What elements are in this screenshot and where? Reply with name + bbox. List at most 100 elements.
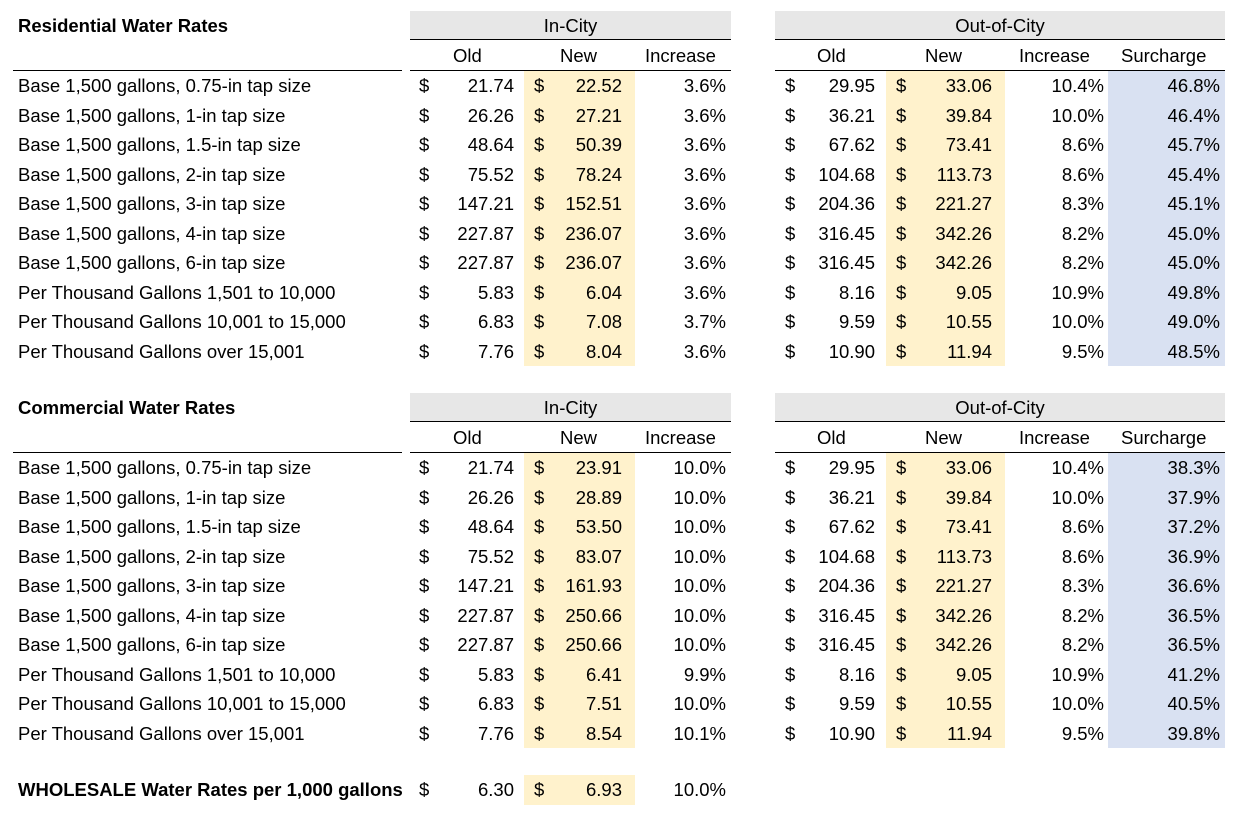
currency-symbol: $ — [419, 193, 430, 214]
wholesale-increase-value: 10.0% — [673, 779, 726, 800]
table-row: Per Thousand Gallons 1,501 to 10,000 $5.8… — [0, 659, 1238, 689]
in-city-increase-value: 3.6% — [683, 193, 726, 214]
surcharge-cell: 36.5% — [1108, 630, 1225, 660]
out-city-new-value: 342.26 — [935, 604, 992, 626]
out-city-new-value: 39.84 — [945, 104, 992, 126]
out-city-increase-value: 10.0% — [1051, 311, 1104, 332]
out-city-old-value: 8.16 — [838, 281, 875, 303]
currency-symbol: $ — [896, 663, 907, 685]
currency-symbol: $ — [785, 134, 796, 155]
in-city-new-cell: $53.50 — [524, 512, 635, 542]
in-city-old-value: 75.52 — [467, 163, 514, 185]
currency-symbol: $ — [419, 663, 430, 685]
out-city-old-value: 36.21 — [828, 486, 875, 508]
currency-symbol: $ — [419, 252, 430, 273]
row-label: Base 1,500 gallons, 3-in tap size — [18, 575, 286, 596]
col-increase-header: Increase — [1019, 45, 1090, 66]
out-city-increase-value: 8.2% — [1061, 222, 1104, 244]
table-row: Per Thousand Gallons over 15,001 $7.76 $8.… — [0, 718, 1238, 748]
out-city-new-cell: $9.05 — [886, 659, 1005, 689]
table-row: Base 1,500 gallons, 0.75-in tap size $21.… — [0, 453, 1238, 483]
in-city-old-value: 5.83 — [477, 663, 514, 685]
out-city-increase-value: 10.0% — [1051, 104, 1104, 126]
table-row: Base 1,500 gallons, 1.5-in tap size $48.6… — [0, 512, 1238, 542]
out-city-new-cell: $39.84 — [886, 482, 1005, 512]
row-label: Base 1,500 gallons, 1.5-in tap size — [18, 516, 301, 537]
in-city-old-value: 75.52 — [467, 545, 514, 567]
surcharge-cell: 36.6% — [1108, 571, 1225, 601]
currency-symbol: $ — [785, 693, 796, 714]
currency-symbol: $ — [419, 604, 430, 626]
currency-symbol: $ — [419, 134, 430, 155]
out-city-old-value: 316.45 — [818, 604, 875, 626]
in-city-increase-value: 10.0% — [673, 693, 726, 714]
currency-symbol: $ — [534, 604, 545, 626]
row-label: Base 1,500 gallons, 3-in tap size — [18, 193, 286, 214]
table-row: Base 1,500 gallons, 4-in tap size $227.87… — [0, 218, 1238, 248]
surcharge-cell: 46.4% — [1108, 100, 1225, 130]
out-city-new-value: 342.26 — [935, 252, 992, 273]
col-old-header: Old — [453, 45, 482, 66]
surcharge-value: 41.2% — [1167, 663, 1220, 685]
currency-symbol: $ — [896, 604, 907, 626]
currency-symbol: $ — [419, 163, 430, 185]
surcharge-value: 45.0% — [1167, 222, 1220, 244]
currency-symbol: $ — [534, 457, 545, 478]
out-city-increase-value: 9.5% — [1061, 722, 1104, 744]
in-city-new-cell: $7.08 — [524, 307, 635, 337]
out-city-increase-value: 8.2% — [1061, 252, 1104, 273]
currency-symbol: $ — [896, 575, 907, 596]
out-city-new-value: 33.06 — [945, 457, 992, 478]
table-row: Base 1,500 gallons, 1-in tap size $26.26 $… — [0, 482, 1238, 512]
surcharge-cell: 45.0% — [1108, 218, 1225, 248]
currency-symbol: $ — [419, 457, 430, 478]
currency-symbol: $ — [785, 104, 796, 126]
row-label: Base 1,500 gallons, 4-in tap size — [18, 222, 286, 244]
out-city-new-value: 221.27 — [935, 193, 992, 214]
out-city-new-value: 11.94 — [947, 340, 992, 362]
currency-symbol: $ — [785, 457, 796, 478]
in-city-increase-value: 10.0% — [673, 486, 726, 508]
in-city-old-value: 7.76 — [477, 722, 514, 744]
currency-symbol: $ — [896, 252, 907, 273]
currency-symbol: $ — [534, 575, 545, 596]
currency-symbol: $ — [785, 311, 796, 332]
currency-symbol: $ — [896, 634, 907, 655]
in-city-old-value: 6.83 — [477, 693, 514, 714]
out-city-new-value: 33.06 — [945, 75, 992, 96]
wholesale-label: WHOLESALE Water Rates per 1,000 gallons — [18, 779, 403, 800]
out-city-new-cell: $11.94 — [886, 718, 1005, 748]
out-city-new-cell: $221.27 — [886, 189, 1005, 219]
row-label: Base 1,500 gallons, 4-in tap size — [18, 604, 286, 626]
in-city-old-value: 26.26 — [467, 486, 514, 508]
table-row: Base 1,500 gallons, 3-in tap size $147.21… — [0, 571, 1238, 601]
out-city-increase-value: 8.2% — [1061, 604, 1104, 626]
table-row: Base 1,500 gallons, 1.5-in tap size $48.6… — [0, 130, 1238, 160]
out-city-old-value: 316.45 — [818, 222, 875, 244]
in-city-increase-value: 3.6% — [683, 281, 726, 303]
currency-symbol: $ — [419, 545, 430, 567]
table-row: Base 1,500 gallons, 3-in tap size $147.21… — [0, 189, 1238, 219]
out-city-new-cell: $10.55 — [886, 689, 1005, 719]
surcharge-value: 37.9% — [1167, 486, 1220, 508]
residential-in-city-column-headers: Old New Increase — [410, 41, 731, 71]
out-city-new-cell: $342.26 — [886, 218, 1005, 248]
currency-symbol: $ — [896, 457, 907, 478]
currency-symbol: $ — [785, 663, 796, 685]
in-city-increase-value: 3.6% — [683, 104, 726, 126]
in-city-new-value: 7.08 — [585, 311, 622, 332]
in-city-new-cell: $152.51 — [524, 189, 635, 219]
out-city-new-value: 342.26 — [935, 222, 992, 244]
currency-symbol: $ — [419, 340, 430, 362]
in-city-increase-value: 3.6% — [683, 222, 726, 244]
in-city-new-cell: $6.41 — [524, 659, 635, 689]
currency-symbol: $ — [896, 486, 907, 508]
out-city-new-cell: $113.73 — [886, 159, 1005, 189]
in-city-new-cell: $23.91 — [524, 453, 635, 483]
in-city-old-value: 147.21 — [457, 575, 514, 596]
wholesale-new-value: 6.93 — [585, 779, 622, 800]
label-column-rule — [13, 452, 402, 453]
in-city-increase-value: 3.7% — [683, 311, 726, 332]
currency-symbol: $ — [896, 104, 907, 126]
currency-symbol: $ — [534, 663, 545, 685]
